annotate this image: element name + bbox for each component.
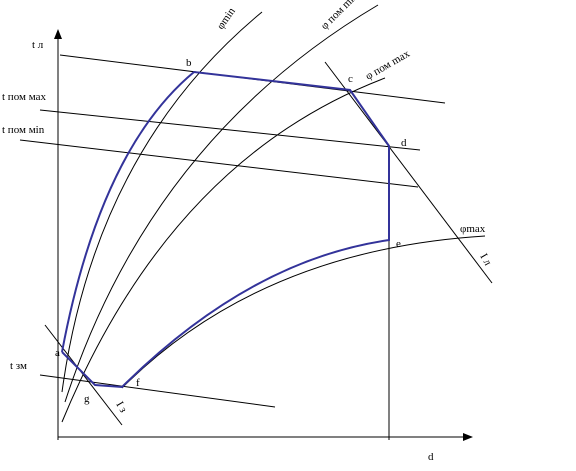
axes: [54, 29, 473, 441]
enthalpy-label: І л: [477, 252, 494, 269]
enthalpy-label: І з: [113, 400, 129, 415]
labels: d t л t пом мах t пом міn t зм φmin φ по…: [2, 0, 494, 463]
axis-label: d: [428, 451, 434, 463]
curve-label: φmax: [460, 223, 486, 235]
process: [61, 70, 390, 389]
point-label: g: [84, 393, 90, 405]
line-label: t зм: [10, 360, 27, 372]
point-label: b: [186, 57, 192, 69]
lines: [19, 4, 493, 440]
curve-label: φmin: [215, 5, 239, 32]
curve-label: φ пом max: [364, 47, 413, 82]
line-label: t пом міn: [2, 124, 45, 136]
point-label: c: [348, 73, 353, 85]
curve-label: φ пом min: [319, 0, 361, 32]
point-label: a: [55, 347, 60, 359]
point-label: d: [401, 137, 407, 149]
point-label: f: [136, 377, 140, 389]
point-label: e: [396, 238, 401, 250]
line-label: t л: [32, 39, 44, 51]
line-label: t пом мах: [2, 91, 46, 103]
